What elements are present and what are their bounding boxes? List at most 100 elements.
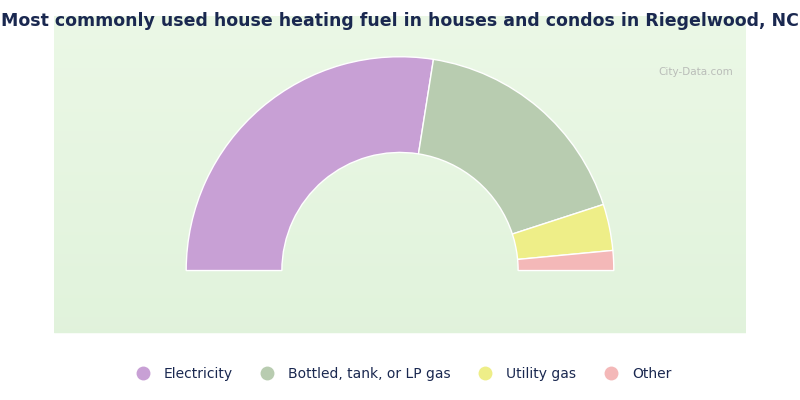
Bar xyxy=(54,60,746,63)
Bar xyxy=(54,70,746,73)
Bar xyxy=(54,196,746,199)
Bar xyxy=(54,123,746,126)
Bar xyxy=(54,57,746,60)
Bar xyxy=(54,183,746,186)
Bar xyxy=(54,29,746,32)
Bar xyxy=(54,228,746,231)
Bar xyxy=(54,111,746,114)
Bar xyxy=(54,95,746,98)
Legend: Electricity, Bottled, tank, or LP gas, Utility gas, Other: Electricity, Bottled, tank, or LP gas, U… xyxy=(123,362,677,386)
Bar xyxy=(54,161,746,164)
Bar xyxy=(54,26,746,29)
Wedge shape xyxy=(186,57,434,270)
Bar xyxy=(54,253,746,256)
Text: City-Data.com: City-Data.com xyxy=(658,67,734,77)
Bar xyxy=(54,73,746,76)
Bar xyxy=(54,98,746,101)
Bar xyxy=(54,63,746,66)
Bar xyxy=(54,152,746,155)
Bar xyxy=(54,92,746,95)
Bar xyxy=(54,79,746,82)
Bar xyxy=(54,120,746,123)
Bar xyxy=(54,288,746,291)
Bar xyxy=(54,265,746,268)
Wedge shape xyxy=(418,59,603,234)
Bar xyxy=(54,231,746,234)
Bar xyxy=(54,35,746,38)
Bar xyxy=(54,310,746,313)
Bar xyxy=(54,221,746,224)
Bar xyxy=(54,51,746,54)
Bar xyxy=(54,243,746,246)
Bar xyxy=(54,22,746,26)
Bar xyxy=(54,38,746,41)
Bar xyxy=(54,237,746,240)
Bar xyxy=(54,246,746,250)
Bar xyxy=(54,262,746,265)
Bar xyxy=(54,322,746,325)
Bar xyxy=(54,139,746,142)
Bar xyxy=(54,171,746,174)
Bar xyxy=(54,114,746,117)
Bar xyxy=(54,199,746,202)
Bar xyxy=(54,76,746,79)
Bar xyxy=(54,240,746,243)
Wedge shape xyxy=(518,250,614,270)
Bar xyxy=(54,86,746,88)
Bar xyxy=(54,177,746,180)
Bar xyxy=(54,268,746,272)
Bar xyxy=(54,126,746,130)
Bar xyxy=(54,291,746,294)
Bar xyxy=(54,155,746,158)
Bar xyxy=(54,306,746,310)
Bar xyxy=(54,303,746,306)
Bar xyxy=(54,130,746,133)
Bar xyxy=(54,168,746,171)
Bar xyxy=(54,180,746,183)
Text: Most commonly used house heating fuel in houses and condos in Riegelwood, NC: Most commonly used house heating fuel in… xyxy=(1,12,799,30)
Bar xyxy=(54,234,746,237)
Bar xyxy=(54,186,746,190)
Bar xyxy=(54,313,746,316)
Bar xyxy=(54,275,746,278)
Bar xyxy=(54,202,746,205)
Bar xyxy=(54,300,746,303)
Bar xyxy=(54,19,746,22)
Bar xyxy=(54,82,746,86)
Bar xyxy=(54,281,746,284)
Bar xyxy=(54,297,746,300)
Wedge shape xyxy=(512,204,613,260)
Bar xyxy=(54,104,746,108)
Bar xyxy=(54,215,746,218)
Bar xyxy=(54,205,746,208)
Bar xyxy=(54,117,746,120)
Bar xyxy=(54,278,746,281)
Bar xyxy=(54,148,746,152)
Bar xyxy=(54,41,746,44)
Bar xyxy=(54,259,746,262)
Bar xyxy=(54,325,746,328)
Bar xyxy=(54,208,746,212)
Bar xyxy=(54,284,746,288)
Bar xyxy=(54,193,746,196)
Bar xyxy=(54,319,746,322)
Bar xyxy=(54,48,746,51)
Bar xyxy=(54,146,746,148)
Bar xyxy=(54,224,746,228)
Bar xyxy=(54,158,746,161)
Bar xyxy=(54,142,746,146)
Bar xyxy=(54,256,746,259)
Bar xyxy=(54,218,746,221)
Bar xyxy=(54,272,746,275)
Bar xyxy=(54,44,746,48)
Bar xyxy=(54,294,746,297)
Bar xyxy=(54,88,746,92)
Bar xyxy=(54,108,746,111)
Bar xyxy=(54,174,746,177)
Bar xyxy=(54,54,746,57)
Bar xyxy=(54,32,746,35)
Bar xyxy=(54,190,746,193)
Bar xyxy=(54,212,746,215)
Bar xyxy=(54,66,746,70)
Bar xyxy=(54,250,746,253)
